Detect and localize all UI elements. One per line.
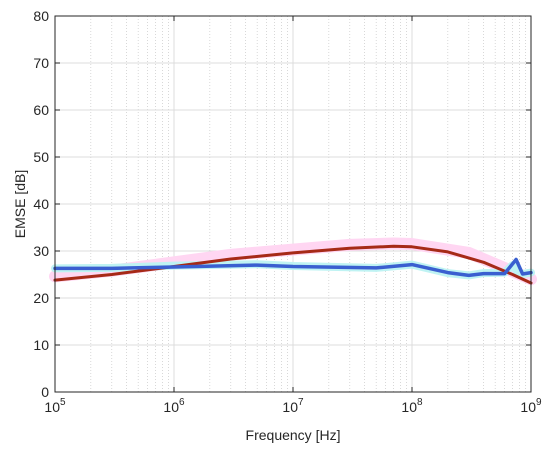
x-tick-label: 107 xyxy=(282,397,304,415)
x-tick-label: 108 xyxy=(401,397,423,415)
series-line xyxy=(53,257,533,278)
y-tick-label: 0 xyxy=(41,384,49,400)
x-tick-label: 106 xyxy=(163,397,185,415)
y-tick-label: 50 xyxy=(33,149,49,165)
series-lines xyxy=(49,237,537,286)
y-tick-label: 30 xyxy=(33,243,49,259)
y-tick-label: 70 xyxy=(33,55,49,71)
x-tick-label: 105 xyxy=(44,397,66,415)
y-tick-label: 80 xyxy=(33,8,49,24)
y-tick-label: 60 xyxy=(33,102,49,118)
y-tick-label: 40 xyxy=(33,196,49,212)
axis-ticks: 0 10 20 30 40 50 60 70 80 105 106 107 108 109 xyxy=(33,8,542,415)
x-axis-label: Frequency [Hz] xyxy=(246,427,341,443)
y-tick-label: 10 xyxy=(33,337,49,353)
y-axis-label: EMSE [dB] xyxy=(12,170,28,238)
y-tick-label: 20 xyxy=(33,290,49,306)
x-tick-label: 109 xyxy=(520,397,542,415)
